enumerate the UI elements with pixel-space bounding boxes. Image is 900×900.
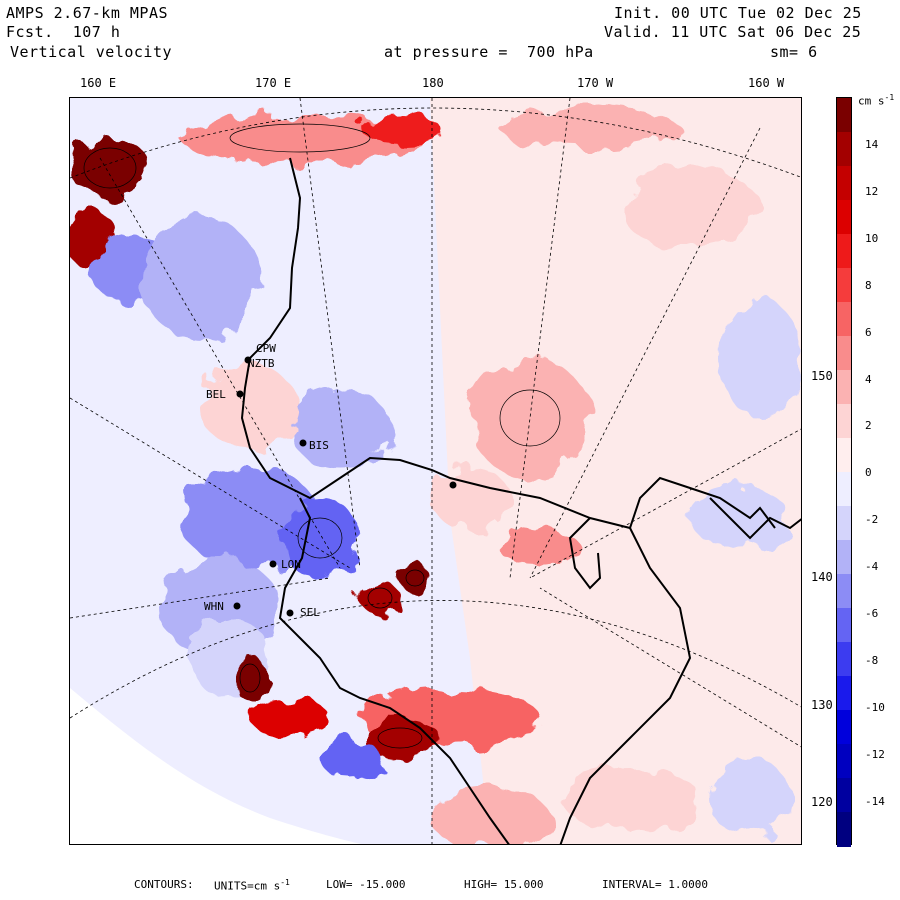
colorbar-units-exp: -1 <box>884 93 895 102</box>
colorbar-segment <box>837 268 851 303</box>
colorbar-tick-label: 6 <box>865 325 872 339</box>
station-dot-sel <box>286 609 294 617</box>
footer-contours-label: CONTOURS: <box>134 878 194 891</box>
station-label-bel: BEL <box>206 388 226 401</box>
colorbar-segment <box>837 676 851 711</box>
footer-units-label: UNITS=cm s <box>214 879 281 893</box>
station-dot-bel <box>236 390 244 398</box>
forecast-hour: Fcst. 107 h <box>6 23 120 41</box>
station-dot-cpw <box>244 356 252 364</box>
model-title: AMPS 2.67-km MPAS <box>6 4 169 22</box>
vertical-velocity-map: CPW NZTB BEL BIS LON WHN SEL <box>69 97 802 845</box>
lon-label-170e: 170 E <box>255 76 292 90</box>
station-label-whn: WHN <box>204 600 224 613</box>
init-time: Init. 00 UTC Tue 02 Dec 25 <box>614 4 862 22</box>
colorbar-tick-label: -10 <box>865 700 885 714</box>
colorbar-segment <box>837 200 851 235</box>
footer-units: UNITS=cm s-1 <box>214 878 290 893</box>
colorbar-tick-label: -6 <box>865 607 879 620</box>
colorbar-units-label: cm s <box>858 94 885 108</box>
colorbar-segment <box>837 336 851 371</box>
colorbar-segment <box>837 710 851 745</box>
colorbar-segment <box>837 778 851 813</box>
colorbar-segment <box>837 506 851 541</box>
forecast-value: 107 h <box>72 23 121 41</box>
pressure-level: at pressure = 700 hPa <box>384 43 594 61</box>
colorbar-tick-label: 12 <box>865 184 879 198</box>
smoothing-value: sm= 6 <box>770 43 818 61</box>
colorbar-tick-label: 14 <box>865 138 879 151</box>
colorbar-segment <box>837 574 851 609</box>
colorbar-segment <box>837 540 851 575</box>
colorbar-units: cm s-1 <box>858 93 894 108</box>
footer-low-value: -15.000 <box>359 878 406 891</box>
colorbar-tick-label: 4 <box>865 372 872 386</box>
field-name: Vertical velocity <box>10 43 173 61</box>
footer-low: LOW= -15.000 <box>326 878 405 891</box>
station-dot-bis <box>299 439 307 447</box>
station-markers <box>233 356 457 617</box>
lon-label-160w: 160 W <box>748 76 785 90</box>
station-label-nztb: NZTB <box>248 357 275 370</box>
footer-interval-value: 1.0000 <box>668 878 708 891</box>
colorbar-segment <box>837 370 851 405</box>
colorbar-tick-label: -14 <box>865 794 885 808</box>
footer-high: HIGH= 15.000 <box>464 878 544 891</box>
footer-high-label: HIGH= <box>464 878 498 891</box>
footer-high-value: 15.000 <box>503 878 544 891</box>
colorbar-segment <box>837 404 851 439</box>
colorbar-segment <box>837 132 851 167</box>
footer-interval: INTERVAL= 1.0000 <box>602 878 708 891</box>
colorbar-segment <box>837 744 851 779</box>
colorbar-segment <box>837 472 851 507</box>
colorbar-tick-label: -8 <box>865 653 879 667</box>
colorbar-segment <box>837 166 851 201</box>
colorbar <box>836 97 852 847</box>
colorbar-segment <box>837 234 851 269</box>
station-label-bis: BIS <box>309 439 329 452</box>
footer-interval-label: INTERVAL= <box>602 878 662 891</box>
station-dot-unlabeled <box>449 481 457 489</box>
station-dot-whn <box>233 602 241 610</box>
lon-label-180: 180 <box>422 76 444 90</box>
station-label-lon: LON <box>281 558 301 571</box>
colorbar-tick-label: -4 <box>865 560 879 574</box>
colorbar-tick-label: -12 <box>865 747 885 761</box>
station-label-cpw: CPW <box>256 342 276 355</box>
valid-time: Valid. 11 UTC Sat 06 Dec 25 <box>604 23 862 41</box>
lon-label-160e: 160 E <box>80 76 117 90</box>
colorbar-tick-label: 2 <box>865 419 872 433</box>
colorbar-segment <box>837 98 851 133</box>
colorbar-tick-label: 10 <box>865 231 879 245</box>
colorbar-tick-label: 0 <box>865 466 872 480</box>
station-dot-lon <box>269 560 277 568</box>
colorbar-segment <box>837 438 851 473</box>
colorbar-tick-label: -2 <box>865 513 879 527</box>
colorbar-tick-label: 8 <box>865 278 872 292</box>
footer-units-exp: -1 <box>280 878 290 887</box>
colorbar-segment <box>837 812 851 847</box>
colorbar-segment <box>837 608 851 643</box>
footer-low-label: LOW= <box>326 878 353 891</box>
forecast-label: Fcst. <box>6 23 54 41</box>
lon-label-170w: 170 W <box>577 76 614 90</box>
station-label-sel: SEL <box>300 606 320 619</box>
colorbar-segment <box>837 302 851 337</box>
colorbar-segment <box>837 642 851 677</box>
